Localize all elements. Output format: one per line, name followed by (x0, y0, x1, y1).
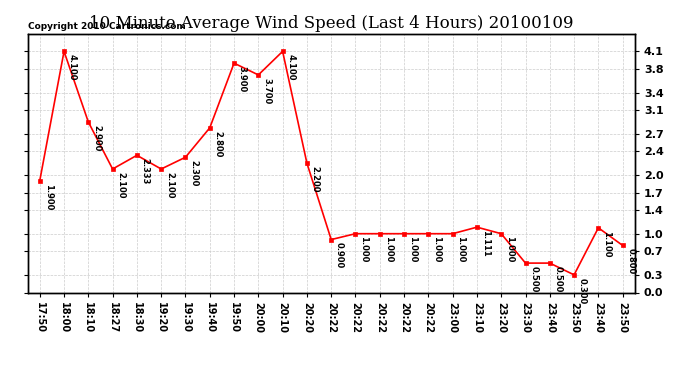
Text: Copyright 2010 Cartronics.com: Copyright 2010 Cartronics.com (28, 22, 186, 31)
Text: 2.900: 2.900 (92, 125, 101, 151)
Text: 1.000: 1.000 (457, 237, 466, 263)
Text: 1.111: 1.111 (481, 230, 490, 257)
Text: 1.000: 1.000 (359, 237, 368, 263)
Text: 2.100: 2.100 (117, 172, 126, 198)
Text: 0.500: 0.500 (553, 266, 562, 292)
Text: 2.300: 2.300 (189, 160, 198, 186)
Text: 1.900: 1.900 (43, 183, 52, 210)
Text: 2.200: 2.200 (310, 166, 319, 192)
Text: 3.900: 3.900 (238, 66, 247, 92)
Text: 0.800: 0.800 (627, 248, 635, 274)
Text: 2.333: 2.333 (141, 158, 150, 184)
Text: 2.800: 2.800 (214, 130, 223, 157)
Text: 2.100: 2.100 (165, 172, 174, 198)
Text: 1.000: 1.000 (432, 237, 441, 263)
Text: 3.700: 3.700 (262, 78, 271, 104)
Text: 0.300: 0.300 (578, 278, 587, 304)
Text: 1.000: 1.000 (408, 237, 417, 263)
Text: 0.900: 0.900 (335, 242, 344, 268)
Text: 1.000: 1.000 (505, 237, 514, 263)
Text: 1.000: 1.000 (384, 237, 393, 263)
Text: 4.100: 4.100 (68, 54, 77, 81)
Text: 0.500: 0.500 (529, 266, 538, 292)
Title: 10 Minute Average Wind Speed (Last 4 Hours) 20100109: 10 Minute Average Wind Speed (Last 4 Hou… (89, 15, 573, 32)
Text: 4.100: 4.100 (286, 54, 295, 81)
Text: 1.100: 1.100 (602, 231, 611, 257)
